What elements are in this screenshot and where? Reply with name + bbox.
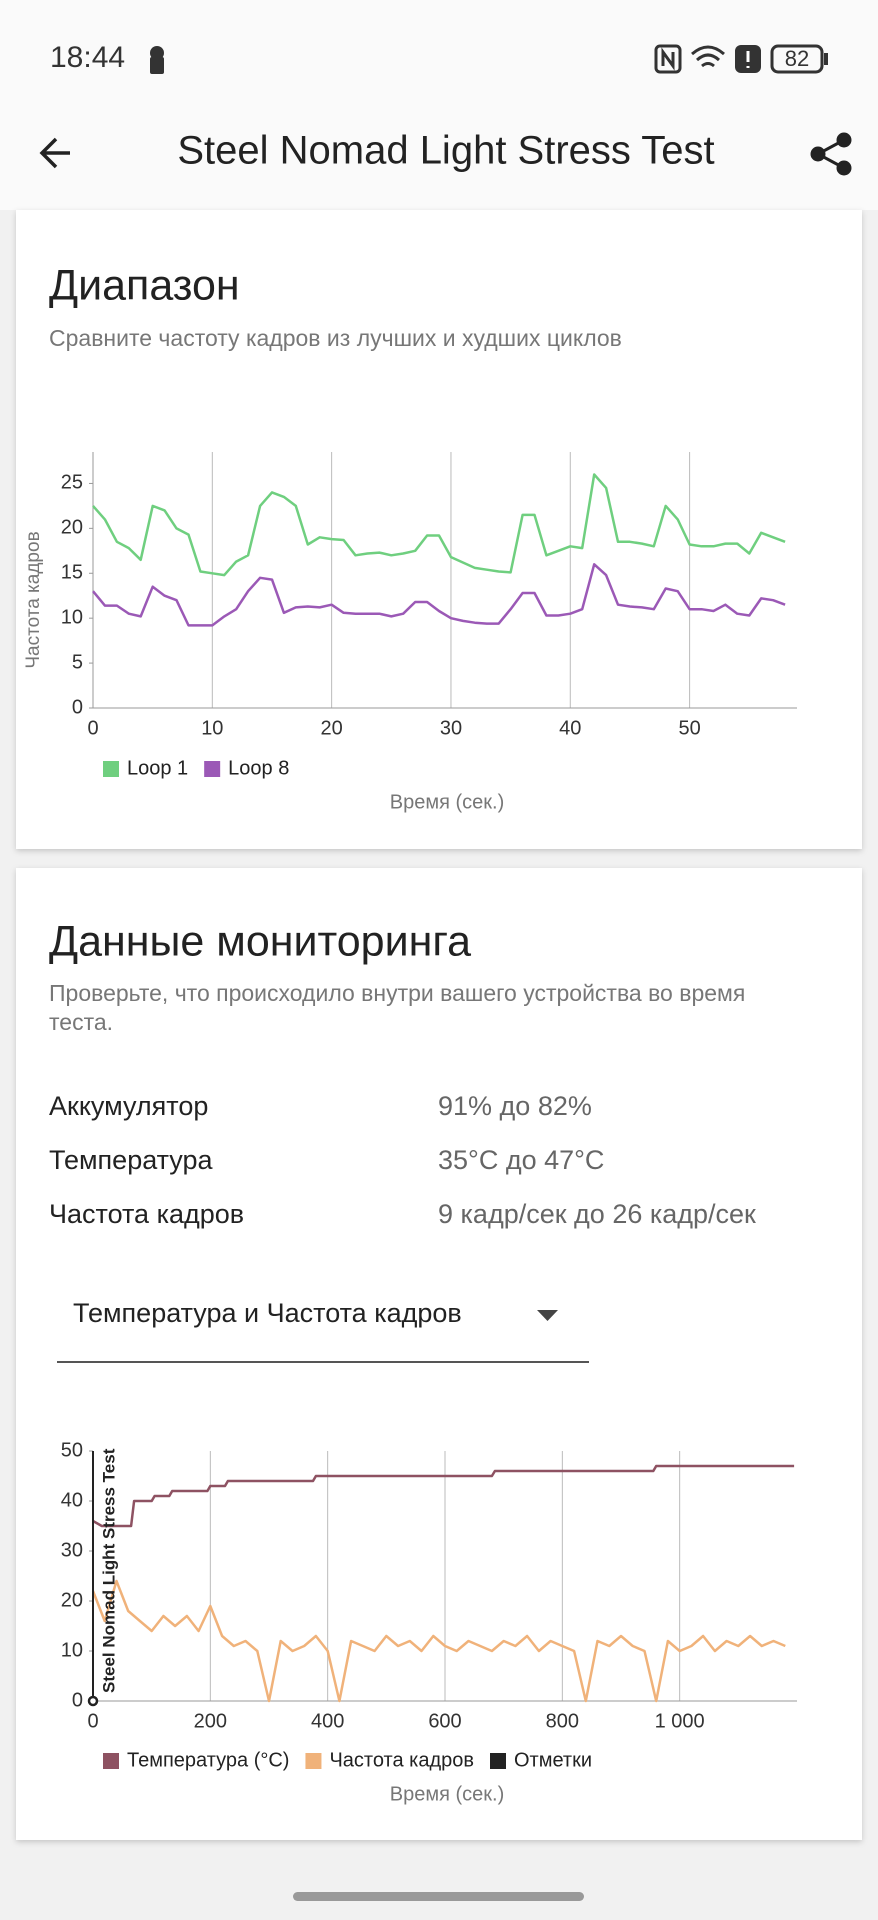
x-tick-label: 400: [311, 1710, 344, 1732]
legend-swatch: [103, 1753, 119, 1769]
x-axis-label: Время (сек.): [390, 791, 504, 813]
dropdown[interactable]: Температура и Частота кадров: [57, 1298, 589, 1363]
dropdown-text: Температура и Частота кадров: [73, 1298, 462, 1328]
legend-label: Температура (°C): [127, 1749, 289, 1771]
row-value: 35°C до 47°C: [438, 1145, 604, 1175]
legend-swatch: [204, 761, 221, 777]
y-tick-label: 25: [61, 472, 83, 494]
y-tick-label: 0: [72, 696, 83, 718]
y-axis-label: Частота кадров: [23, 531, 44, 668]
marker-dot: [87, 1695, 99, 1707]
top-bar: [0, 0, 878, 210]
row-label: Частота кадров: [49, 1199, 244, 1229]
range-card: [16, 210, 862, 849]
x-tick-label: 800: [546, 1710, 579, 1732]
row-value: 91% до 82%: [438, 1091, 592, 1121]
y-tick-label: 20: [61, 1589, 83, 1611]
status-icons: [654, 44, 828, 74]
dropdown-arrow: [537, 1310, 558, 1321]
x-tick-label: 600: [428, 1710, 461, 1732]
series-line: [92, 563, 786, 627]
x-tick-label: 0: [87, 1710, 98, 1732]
y-tick-label: 50: [61, 1439, 83, 1461]
legend-label: Отметки: [514, 1749, 592, 1771]
x-tick-label: 50: [678, 717, 700, 739]
home-indicator: [293, 1892, 584, 1901]
app-title: Steel Nomad Light Stress Test: [177, 129, 714, 173]
y-tick-label: 5: [72, 651, 83, 673]
row-value: 9 кадр/сек до 26 кадр/сек: [438, 1199, 756, 1229]
share-button[interactable]: [810, 132, 852, 176]
legend-label: Частота кадров: [329, 1749, 474, 1771]
clock: 18:44: [50, 41, 125, 74]
monitoring-card: [16, 868, 862, 1840]
lock-icon: [150, 46, 164, 74]
x-tick-label: 40: [559, 717, 581, 739]
y-tick-label: 20: [61, 517, 83, 539]
x-tick-label: 30: [440, 717, 462, 739]
marker-label: Steel Nomad Light Stress Test: [99, 1448, 118, 1693]
x-tick-label: 0: [87, 717, 98, 739]
legend-swatch: [305, 1753, 322, 1769]
legend-swatch: [103, 761, 119, 777]
x-tick-label: 10: [201, 717, 223, 739]
card-subtitle: Сравните частоту кадров из лучших и худш…: [49, 325, 622, 351]
series-line: [92, 1464, 795, 1528]
series-line: [91, 1579, 786, 1703]
x-axis-label: Время (сек.): [390, 1783, 504, 1805]
series-line: [92, 473, 786, 577]
y-tick-label: 10: [61, 606, 83, 628]
battery-level: 82: [785, 46, 809, 71]
back-button[interactable]: [39, 137, 70, 169]
card-subtitle: Проверьте, что происходило внутри вашего…: [49, 980, 745, 1006]
x-tick-label: 1 000: [655, 1710, 705, 1732]
legend-label: Loop 8: [228, 757, 289, 779]
card-title: Диапазон: [49, 261, 240, 309]
row-label: Аккумулятор: [49, 1091, 208, 1121]
y-tick-label: 40: [61, 1489, 83, 1511]
y-tick-label: 10: [61, 1639, 83, 1661]
x-tick-label: 20: [321, 717, 343, 739]
card-subtitle: теста.: [49, 1009, 113, 1035]
x-tick-label: 200: [194, 1710, 227, 1732]
legend-swatch: [490, 1753, 506, 1769]
legend-label: Loop 1: [127, 757, 188, 779]
card-title: Данные мониторинга: [49, 917, 471, 965]
row-label: Температура: [49, 1145, 214, 1175]
y-tick-label: 30: [61, 1539, 83, 1561]
y-tick-label: 0: [72, 1689, 83, 1711]
y-tick-label: 15: [61, 562, 83, 584]
